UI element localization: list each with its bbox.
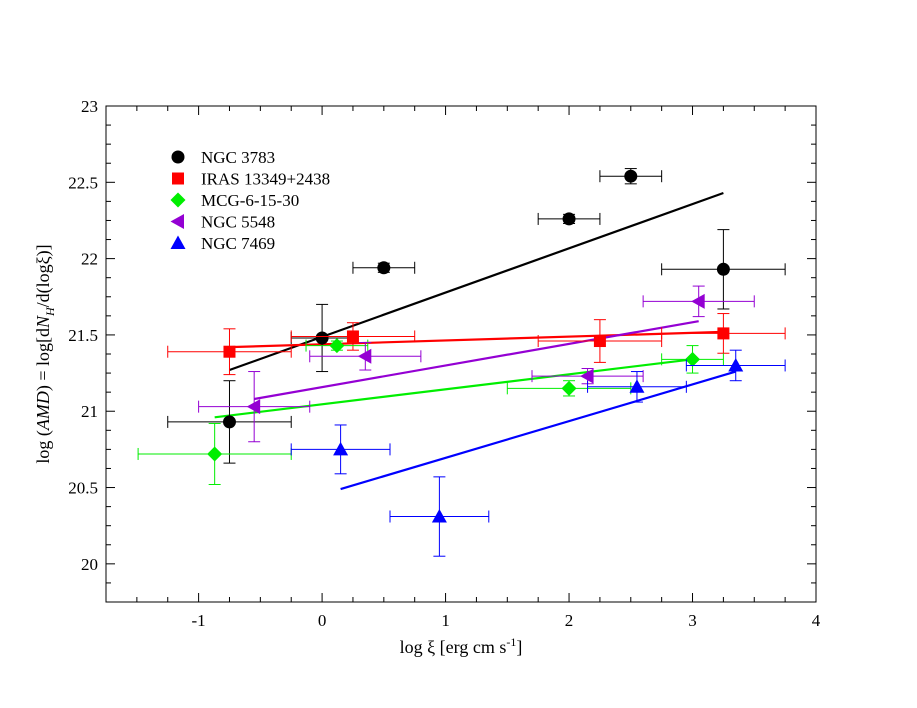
data-point xyxy=(333,441,349,456)
data-point xyxy=(315,331,329,345)
legend: NGC 3783 IRAS 13349+2438 MCG-6-15-30 NGC 55… xyxy=(170,148,330,253)
x-tick-label: -1 xyxy=(192,611,206,630)
data-point xyxy=(357,348,372,364)
series-group xyxy=(167,313,786,376)
legend-marker xyxy=(170,192,186,208)
data-point xyxy=(685,351,701,367)
fit-line xyxy=(214,358,693,419)
data-point-group xyxy=(167,328,292,376)
x-tick-label: 1 xyxy=(441,611,450,630)
legend-marker xyxy=(171,150,185,164)
x-tick-label: 2 xyxy=(565,611,574,630)
fit-line xyxy=(253,320,699,401)
fit-line xyxy=(229,330,724,349)
data-point xyxy=(246,399,261,415)
series-group xyxy=(137,338,724,485)
data-point-group xyxy=(290,322,416,351)
series-group xyxy=(167,168,786,464)
data-point-group xyxy=(537,212,601,226)
legend-item: NGC 5548 xyxy=(170,213,275,232)
data-point xyxy=(346,330,359,343)
data-point-group xyxy=(685,349,786,382)
y-tick-label: 20.5 xyxy=(68,479,98,498)
data-point xyxy=(629,379,645,393)
data-point-group xyxy=(309,342,422,371)
y-tick-label: 22.5 xyxy=(68,173,98,192)
data-point-group xyxy=(506,380,632,397)
data-point xyxy=(377,261,391,275)
data-point-group xyxy=(290,303,354,373)
series-group xyxy=(290,349,786,557)
data-point-group xyxy=(587,371,687,403)
y-tick-label: 23 xyxy=(81,97,98,116)
legend-marker xyxy=(172,172,184,185)
x-tick-label: 3 xyxy=(688,611,697,630)
data-point-group xyxy=(167,380,292,464)
data-point-group xyxy=(642,285,755,318)
legend-item: NGC 3783 xyxy=(171,148,275,167)
legend-label: NGC 3783 xyxy=(201,148,275,167)
data-point-group xyxy=(531,367,644,385)
data-point xyxy=(431,509,447,523)
x-axis-label: log ξ [erg cm s-1] xyxy=(400,635,523,657)
legend-label: NGC 7469 xyxy=(201,234,275,253)
legend-marker xyxy=(170,235,186,249)
fit-line xyxy=(340,370,737,491)
legend-item: IRAS 13349+2438 xyxy=(172,170,330,189)
y-tick-label: 20 xyxy=(81,555,98,574)
legend-label: IRAS 13349+2438 xyxy=(201,170,330,189)
data-point xyxy=(580,368,594,384)
data-point-group xyxy=(661,229,786,310)
y-tick-label: 22 xyxy=(81,250,98,269)
data-point xyxy=(562,212,576,226)
fit-line xyxy=(229,191,724,372)
data-point xyxy=(222,415,236,429)
y-axis-label: log (AMD) = log[dNH/d(logξ)] xyxy=(33,244,57,463)
data-point-group xyxy=(290,424,391,475)
data-point-group xyxy=(198,371,311,443)
legend-item: NGC 7469 xyxy=(170,234,275,253)
y-tick-label: 21 xyxy=(81,402,98,421)
x-tick-label: 0 xyxy=(318,611,327,630)
data-point-group xyxy=(537,319,663,363)
data-point-group xyxy=(137,422,292,485)
data-point xyxy=(223,345,236,358)
data-point xyxy=(717,327,730,340)
y-tick-label: 21.5 xyxy=(68,326,98,345)
data-point-group xyxy=(661,313,786,354)
data-point xyxy=(207,446,223,462)
series-group xyxy=(198,285,755,443)
legend-label: NGC 5548 xyxy=(201,213,275,232)
x-tick-label: 4 xyxy=(812,611,821,630)
data-point xyxy=(593,335,606,348)
fit-lines xyxy=(214,191,737,491)
data-point xyxy=(716,262,730,276)
data-marks xyxy=(137,168,786,557)
data-point-group xyxy=(389,476,490,557)
legend-label: MCG-6-15-30 xyxy=(201,191,299,210)
data-point-group xyxy=(352,261,416,275)
data-point xyxy=(728,357,744,372)
data-point xyxy=(624,169,638,183)
data-point xyxy=(561,380,577,396)
data-point xyxy=(329,338,345,354)
data-point xyxy=(691,293,705,309)
data-point-group xyxy=(599,168,663,185)
legend-marker xyxy=(170,214,184,229)
data-point-group xyxy=(305,338,369,354)
data-point-group xyxy=(661,345,724,374)
legend-item: MCG-6-15-30 xyxy=(170,191,299,210)
